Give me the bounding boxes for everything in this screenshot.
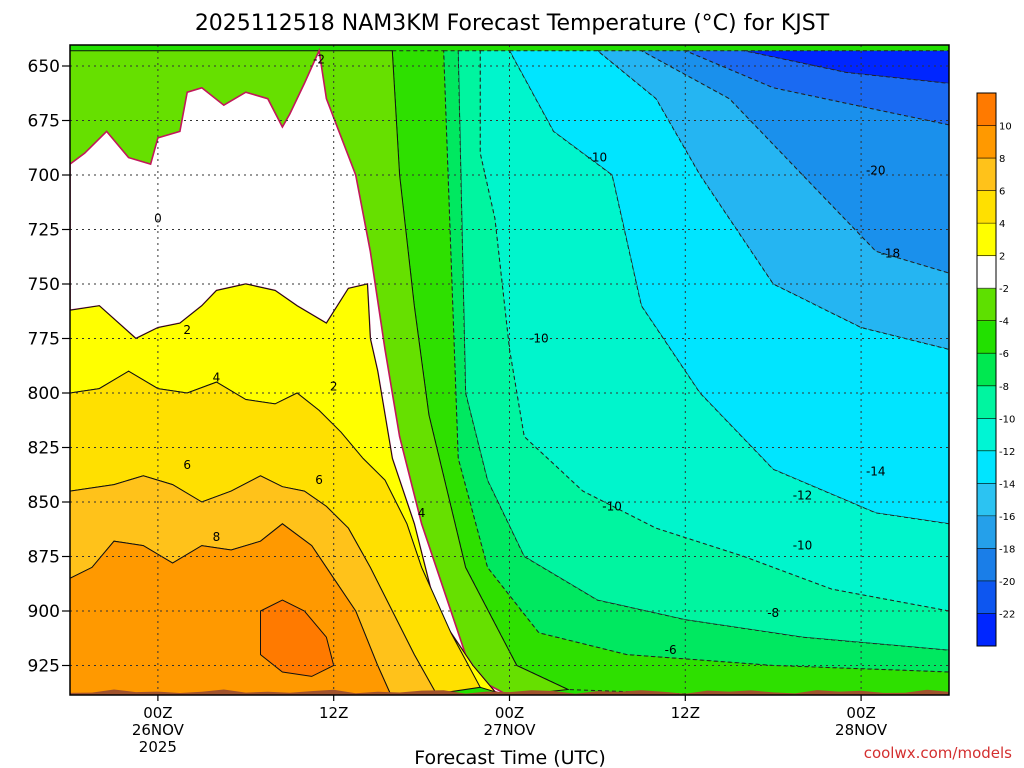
- colorbar-label--4: -4: [999, 317, 1009, 328]
- x-tick-label-h30-1: 00Z: [495, 704, 524, 722]
- y-tick-label-675: 675: [28, 112, 60, 132]
- colorbar-label-2: 2: [999, 252, 1005, 263]
- y-tick-label-750: 750: [28, 275, 60, 295]
- colorbar-label--6: -6: [999, 349, 1009, 360]
- x-tick-label-h18-1: 12Z: [319, 704, 348, 722]
- colorbar-label-4: 4: [999, 219, 1005, 230]
- y-tick-label-875: 875: [28, 548, 60, 568]
- colorbar-label--20: -20: [999, 577, 1015, 588]
- colorbar-label--14: -14: [999, 479, 1015, 490]
- colorbar-label--2: -2: [999, 284, 1009, 295]
- terrain: [70, 689, 949, 695]
- colorbar-swatch-8: [977, 353, 996, 387]
- temp-band--14: [508, 50, 949, 525]
- colorbar-label--8: -8: [999, 382, 1009, 393]
- colorbar-swatch-12: [977, 223, 996, 257]
- contour-label-13: -18: [881, 246, 901, 260]
- contour-label-17: -8: [767, 606, 779, 620]
- x-tick-label-h6-2: 26NOV: [132, 721, 185, 739]
- terrain-fill: [70, 689, 949, 695]
- x-tick-label-h30-2: 27NOV: [483, 721, 536, 739]
- colorbar-swatch-4: [977, 483, 996, 517]
- colorbar-swatch-11: [977, 255, 996, 289]
- colorbar-swatch-9: [977, 320, 996, 354]
- colorbar-swatch-6: [977, 418, 996, 452]
- temperature-bands: [70, 47, 949, 695]
- colorbar-swatch-10: [977, 288, 996, 322]
- colorbar-swatch-0: [977, 613, 996, 647]
- x-tick-label-h42-1: 12Z: [671, 704, 700, 722]
- y-tick-label-775: 775: [28, 330, 60, 350]
- contour-label-14: -14: [866, 464, 886, 478]
- contour-label-15: -12: [793, 488, 813, 502]
- gridlines: [70, 45, 949, 695]
- colorbar-label--12: -12: [999, 447, 1015, 458]
- contour-label-4: 4: [213, 371, 221, 385]
- colorbar-label--22: -22: [999, 609, 1015, 620]
- colorbar-label-6: 6: [999, 187, 1005, 198]
- colorbar-label--16: -16: [999, 512, 1015, 523]
- contour-label-11: -10: [602, 499, 622, 513]
- colorbar-swatch-16: [977, 93, 996, 127]
- y-tick-label-925: 925: [28, 657, 60, 677]
- y-tick-label-825: 825: [28, 439, 60, 459]
- colorbar-swatch-14: [977, 158, 996, 192]
- y-tick-label-700: 700: [28, 166, 60, 186]
- colorbar-label-10: 10: [999, 122, 1012, 133]
- chart-title: 2025112518 NAM3KM Forecast Temperature (…: [195, 11, 830, 36]
- contour-label-18: -6: [665, 643, 677, 657]
- colorbar-swatch-1: [977, 580, 996, 614]
- colorbar-label--18: -18: [999, 544, 1015, 555]
- x-axis-label: Forecast Time (UTC): [414, 747, 605, 768]
- y-tick-label-900: 900: [28, 602, 60, 622]
- x-tick-label-h6-3: 2025: [139, 738, 177, 756]
- x-tick-label-h54-1: 00Z: [846, 704, 875, 722]
- temp-band--8: [443, 50, 949, 673]
- colorbar-swatch-5: [977, 450, 996, 484]
- contour-label-6: 6: [183, 458, 191, 472]
- contour-label-0: -2: [313, 52, 325, 66]
- x-tick-label-h6-1: 00Z: [143, 704, 172, 722]
- credit-text: coolwx.com/models: [864, 744, 1012, 762]
- colorbar-label-8: 8: [999, 154, 1005, 165]
- contour-label-12: -20: [866, 164, 886, 178]
- y-tick-label-650: 650: [28, 57, 60, 77]
- y-tick-label-800: 800: [28, 384, 60, 404]
- contour-label-8: 8: [213, 530, 221, 544]
- colorbar-swatch-7: [977, 385, 996, 419]
- contour-label-16: -10: [793, 539, 813, 553]
- y-tick-label-725: 725: [28, 221, 60, 241]
- y-axis: 650 675 700 725 750 775 800 825 850 875 900 925: [28, 57, 70, 677]
- temp-band--22: [743, 50, 949, 84]
- temp-band-10: [260, 599, 335, 677]
- colorbar-swatch-13: [977, 190, 996, 224]
- y-tick-label-850: 850: [28, 493, 60, 513]
- contour-label-5: 4: [418, 506, 426, 520]
- colorbar-label--10: -10: [999, 414, 1015, 425]
- contour-label-3: 2: [330, 379, 338, 393]
- colorbar-swatch-2: [977, 548, 996, 582]
- colorbar-swatch-15: [977, 125, 996, 159]
- contour-label-7: 6: [315, 473, 323, 487]
- colorbar-swatch-3: [977, 515, 996, 549]
- colorbar-frame: [976, 92, 997, 647]
- contour-label-10: -10: [529, 332, 549, 346]
- contour-label-9: -10: [588, 151, 608, 165]
- contour-label-2: 2: [183, 323, 191, 337]
- contour-label-1: 0: [154, 212, 162, 226]
- x-tick-label-h54-2: 28NOV: [835, 721, 888, 739]
